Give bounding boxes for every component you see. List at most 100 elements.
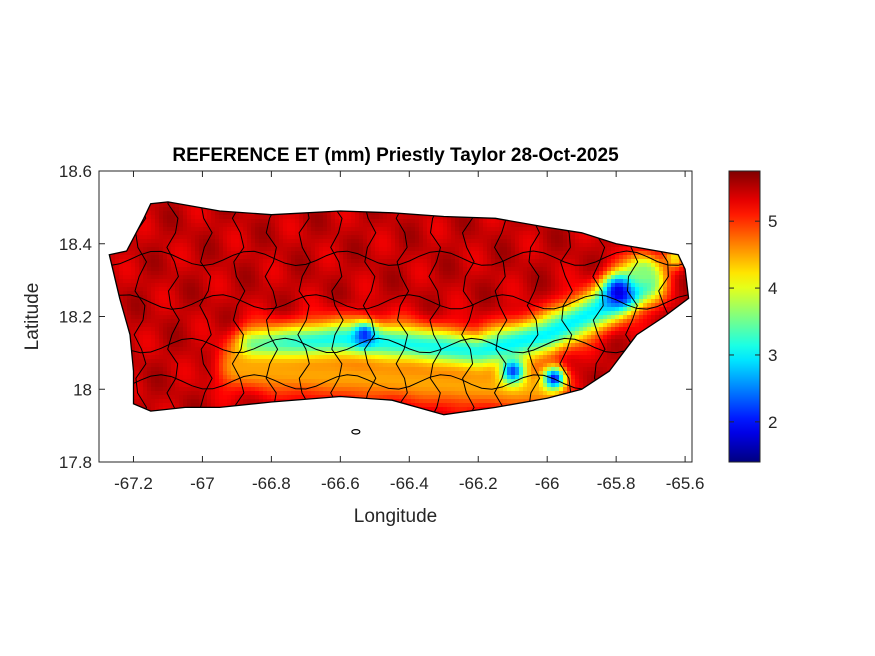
et-cell [227, 287, 232, 292]
et-cell [375, 235, 380, 240]
et-cell [407, 279, 412, 284]
et-cell [435, 215, 440, 220]
et-cell [347, 211, 352, 216]
et-cell [435, 227, 440, 232]
et-cell [495, 259, 500, 264]
et-cell [583, 267, 588, 272]
et-cell [191, 279, 196, 284]
et-cell [499, 235, 504, 240]
et-cell [163, 227, 168, 232]
et-cell [523, 259, 528, 264]
et-cell [275, 299, 280, 304]
et-cell [335, 271, 340, 276]
et-cell [187, 259, 192, 264]
et-cell [391, 259, 396, 264]
et-cell [483, 247, 488, 252]
et-cell [219, 243, 224, 248]
et-cell [227, 223, 232, 228]
et-cell [451, 295, 456, 300]
et-cell [623, 275, 628, 280]
et-cell [495, 279, 500, 284]
et-cell [555, 243, 560, 248]
et-cell [367, 295, 372, 300]
et-cell [459, 239, 464, 244]
et-cell [283, 243, 288, 248]
et-cell [495, 271, 500, 276]
et-cell [643, 267, 648, 272]
et-cell [159, 203, 164, 208]
et-cell [587, 267, 592, 272]
et-cell [359, 231, 364, 236]
et-cell [427, 295, 432, 300]
et-cell [363, 231, 368, 236]
et-cell [519, 227, 524, 232]
et-cell [231, 283, 236, 288]
et-cell [367, 215, 372, 220]
et-cell [319, 287, 324, 292]
et-cell [519, 263, 524, 268]
et-cell [199, 271, 204, 276]
et-cell [579, 247, 584, 252]
et-cell [287, 263, 292, 268]
et-cell [183, 223, 188, 228]
et-cell [451, 267, 456, 272]
et-cell [171, 291, 176, 296]
et-cell [207, 211, 212, 216]
et-cell [135, 231, 140, 236]
et-cell [179, 263, 184, 268]
et-cell [555, 267, 560, 272]
et-cell [547, 247, 552, 252]
et-cell [539, 243, 544, 248]
et-cell [131, 263, 136, 268]
et-cell [619, 267, 624, 272]
et-cell [551, 243, 556, 248]
et-cell [267, 291, 272, 296]
et-cell [527, 291, 532, 296]
et-cell [331, 291, 336, 296]
et-cell [547, 271, 552, 276]
et-cell [647, 271, 652, 276]
et-cell [383, 239, 388, 244]
et-cell [639, 279, 644, 284]
et-cell [451, 283, 456, 288]
et-cell [307, 251, 312, 256]
et-cell [319, 243, 324, 248]
et-cell [483, 259, 488, 264]
et-cell [479, 287, 484, 292]
et-cell [227, 219, 232, 224]
et-cell [155, 295, 160, 300]
et-cell [211, 255, 216, 260]
et-cell [639, 267, 644, 272]
et-cell [171, 207, 176, 212]
et-cell [663, 299, 668, 304]
et-cell [399, 239, 404, 244]
et-cell [155, 271, 160, 276]
et-cell [259, 219, 264, 224]
et-cell [679, 275, 684, 280]
et-cell [155, 203, 160, 208]
et-cell [179, 235, 184, 240]
et-cell [243, 247, 248, 252]
et-cell [367, 243, 372, 248]
et-cell [575, 291, 580, 296]
et-cell [439, 259, 444, 264]
et-cell [303, 259, 308, 264]
et-cell [455, 251, 460, 256]
et-cell [223, 295, 228, 300]
et-cell [351, 267, 356, 272]
et-cell [347, 235, 352, 240]
et-cell [571, 271, 576, 276]
et-cell [463, 231, 468, 236]
et-cell [291, 255, 296, 260]
et-cell [603, 283, 608, 288]
et-cell [255, 251, 260, 256]
et-cell [527, 279, 532, 284]
et-cell [483, 219, 488, 224]
et-cell [291, 303, 296, 308]
et-cell [391, 215, 396, 220]
et-cell [351, 287, 356, 292]
et-cell [275, 275, 280, 280]
et-cell [215, 299, 220, 304]
et-cell [315, 259, 320, 264]
et-cell [383, 235, 388, 240]
